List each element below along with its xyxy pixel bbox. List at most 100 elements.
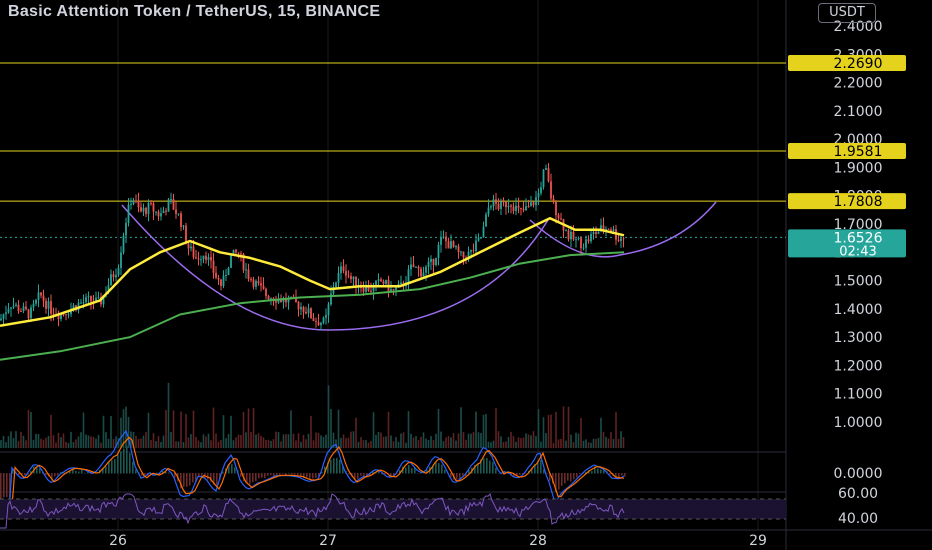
volume-bar (292, 433, 295, 448)
candle-body (117, 267, 120, 275)
volume-bar (540, 441, 542, 448)
candle-body (65, 314, 67, 316)
candle-body (67, 314, 70, 316)
volume-bar (565, 440, 567, 448)
candle-body (95, 297, 97, 303)
candle-body (440, 237, 442, 245)
candle-body (620, 238, 622, 241)
candle-body (392, 289, 395, 291)
macd-histogram-bar (315, 473, 317, 478)
currency-selector[interactable]: USDT (818, 3, 876, 23)
volume-bar (297, 433, 300, 448)
volume-bar (92, 436, 95, 448)
rounding-arc[interactable] (121, 201, 717, 331)
macd-histogram-bar (585, 472, 587, 474)
candle-body (395, 287, 397, 290)
candle-body (160, 213, 162, 217)
volume-bar (385, 436, 387, 448)
volume-bar (257, 433, 260, 448)
candle-body (125, 223, 127, 236)
candle-body (535, 197, 537, 206)
volume-bar (480, 433, 482, 448)
macd-histogram-bar (153, 473, 155, 476)
macd-histogram-bar (180, 473, 182, 489)
candle-body (460, 251, 462, 253)
macd-histogram-bar (435, 461, 437, 474)
macd-histogram-bar (39, 468, 41, 474)
macd-histogram-bar (537, 460, 539, 474)
time-tick-label: 28 (529, 533, 547, 549)
price-tick-label: 1.4000 (834, 302, 883, 318)
macd-histogram-bar (3, 473, 5, 498)
macd-histogram-bar (123, 448, 125, 474)
macd-histogram-bar (561, 473, 563, 486)
macd-histogram-bar (336, 457, 338, 474)
macd-histogram-bar (60, 471, 62, 474)
candle-body (82, 302, 85, 304)
rsi-axis-label: 40.00 (838, 511, 878, 527)
macd-histogram-bar (18, 473, 20, 476)
macd-histogram-bar (279, 473, 281, 477)
price-axis[interactable]: 2.40002.30002.20002.10002.00001.90001.80… (788, 19, 906, 527)
volume-bar (85, 434, 87, 448)
candle-body (350, 275, 352, 280)
volume-bar (330, 408, 332, 448)
candle-body (555, 200, 557, 216)
candle-body (320, 322, 322, 326)
candle-body (127, 204, 130, 224)
macd-histogram-bar (30, 471, 32, 474)
candle-body (2, 314, 5, 319)
candle-body (445, 236, 447, 242)
candle-body (322, 317, 325, 323)
volume-bar (447, 436, 450, 448)
macd-axis-label: 0.0000 (834, 466, 883, 482)
macd-histogram-bar (249, 473, 251, 485)
volume-bar (157, 436, 160, 448)
volume-bar (230, 415, 232, 448)
macd-histogram-bar (285, 473, 287, 476)
volume-bar (317, 433, 320, 448)
volume-bar (167, 382, 170, 448)
candle-body (412, 264, 415, 268)
candle-body (367, 285, 370, 291)
volume-bar (40, 438, 42, 448)
macd-histogram-bar (621, 473, 623, 476)
price-tick-label: 1.5000 (834, 274, 883, 290)
volume-bar (300, 441, 302, 448)
macd-histogram-bar (411, 468, 413, 474)
candle-body (375, 280, 377, 286)
volume-bar (265, 439, 267, 448)
candle-body (492, 199, 495, 207)
volume-bar (405, 442, 407, 448)
volume-bar (380, 432, 382, 448)
candle-body (227, 267, 230, 276)
volume-bar (477, 432, 480, 448)
candle-body (17, 304, 20, 312)
macd-histogram-bar (468, 470, 470, 474)
candle-body (207, 256, 210, 260)
candle-body (495, 199, 497, 204)
time-axis[interactable]: 26 27 28 29 (109, 533, 767, 549)
volume-bar (450, 437, 452, 448)
volume-bar (460, 407, 462, 448)
candle-body (467, 251, 470, 260)
volume-bar (397, 441, 400, 448)
macd-histogram-bar (282, 473, 284, 474)
volume-bar (432, 440, 435, 448)
macd-histogram-bar (321, 471, 323, 474)
candle-body (540, 187, 542, 194)
candle-body (522, 208, 525, 211)
candle-body (592, 232, 595, 234)
volume-bar (17, 441, 20, 448)
candle-body (222, 275, 225, 286)
volume-bar (347, 437, 350, 448)
macd-histogram-bar (198, 473, 200, 478)
volume-bar (427, 439, 430, 448)
symbol-title[interactable]: Basic Attention Token / TetherUS, 15, BI… (8, 3, 381, 20)
candle-body (622, 238, 625, 240)
volume-bar (567, 406, 570, 448)
volume-bar (485, 413, 487, 448)
candle-body (200, 259, 202, 261)
candle-body (167, 199, 170, 212)
